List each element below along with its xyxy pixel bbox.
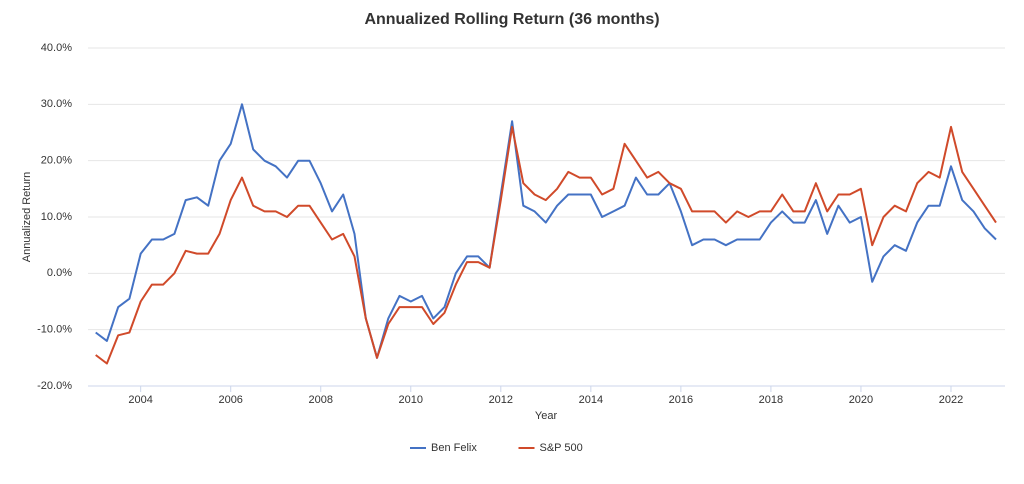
y-tick-label: 40.0%: [41, 42, 72, 54]
x-tick-label: 2004: [128, 394, 152, 406]
series-line: [95, 103, 997, 359]
x-tick-label: 2008: [308, 394, 332, 406]
y-tick-label: -20.0%: [37, 380, 72, 392]
x-tick-label: 2010: [399, 394, 423, 406]
x-tick-label: 2014: [579, 394, 603, 406]
y-tick-label: -10.0%: [37, 324, 72, 336]
series-line: [95, 125, 997, 365]
y-tick-label: 30.0%: [41, 98, 72, 110]
x-tick-label: 2020: [849, 394, 873, 406]
legend-label: S&P 500: [540, 442, 583, 454]
x-tick-label: 2006: [218, 394, 242, 406]
x-tick-label: 2022: [939, 394, 963, 406]
chart-title: Annualized Rolling Return (36 months): [364, 11, 659, 28]
y-axis-label: Annualized Return: [21, 172, 33, 263]
x-tick-label: 2018: [759, 394, 783, 406]
x-axis-label: Year: [535, 410, 558, 422]
y-tick-label: 20.0%: [41, 155, 72, 167]
x-tick-label: 2016: [669, 394, 693, 406]
x-tick-label: 2012: [489, 394, 513, 406]
y-tick-label: 10.0%: [41, 211, 72, 223]
legend-label: Ben Felix: [431, 442, 477, 454]
y-tick-label: 0.0%: [47, 267, 72, 279]
